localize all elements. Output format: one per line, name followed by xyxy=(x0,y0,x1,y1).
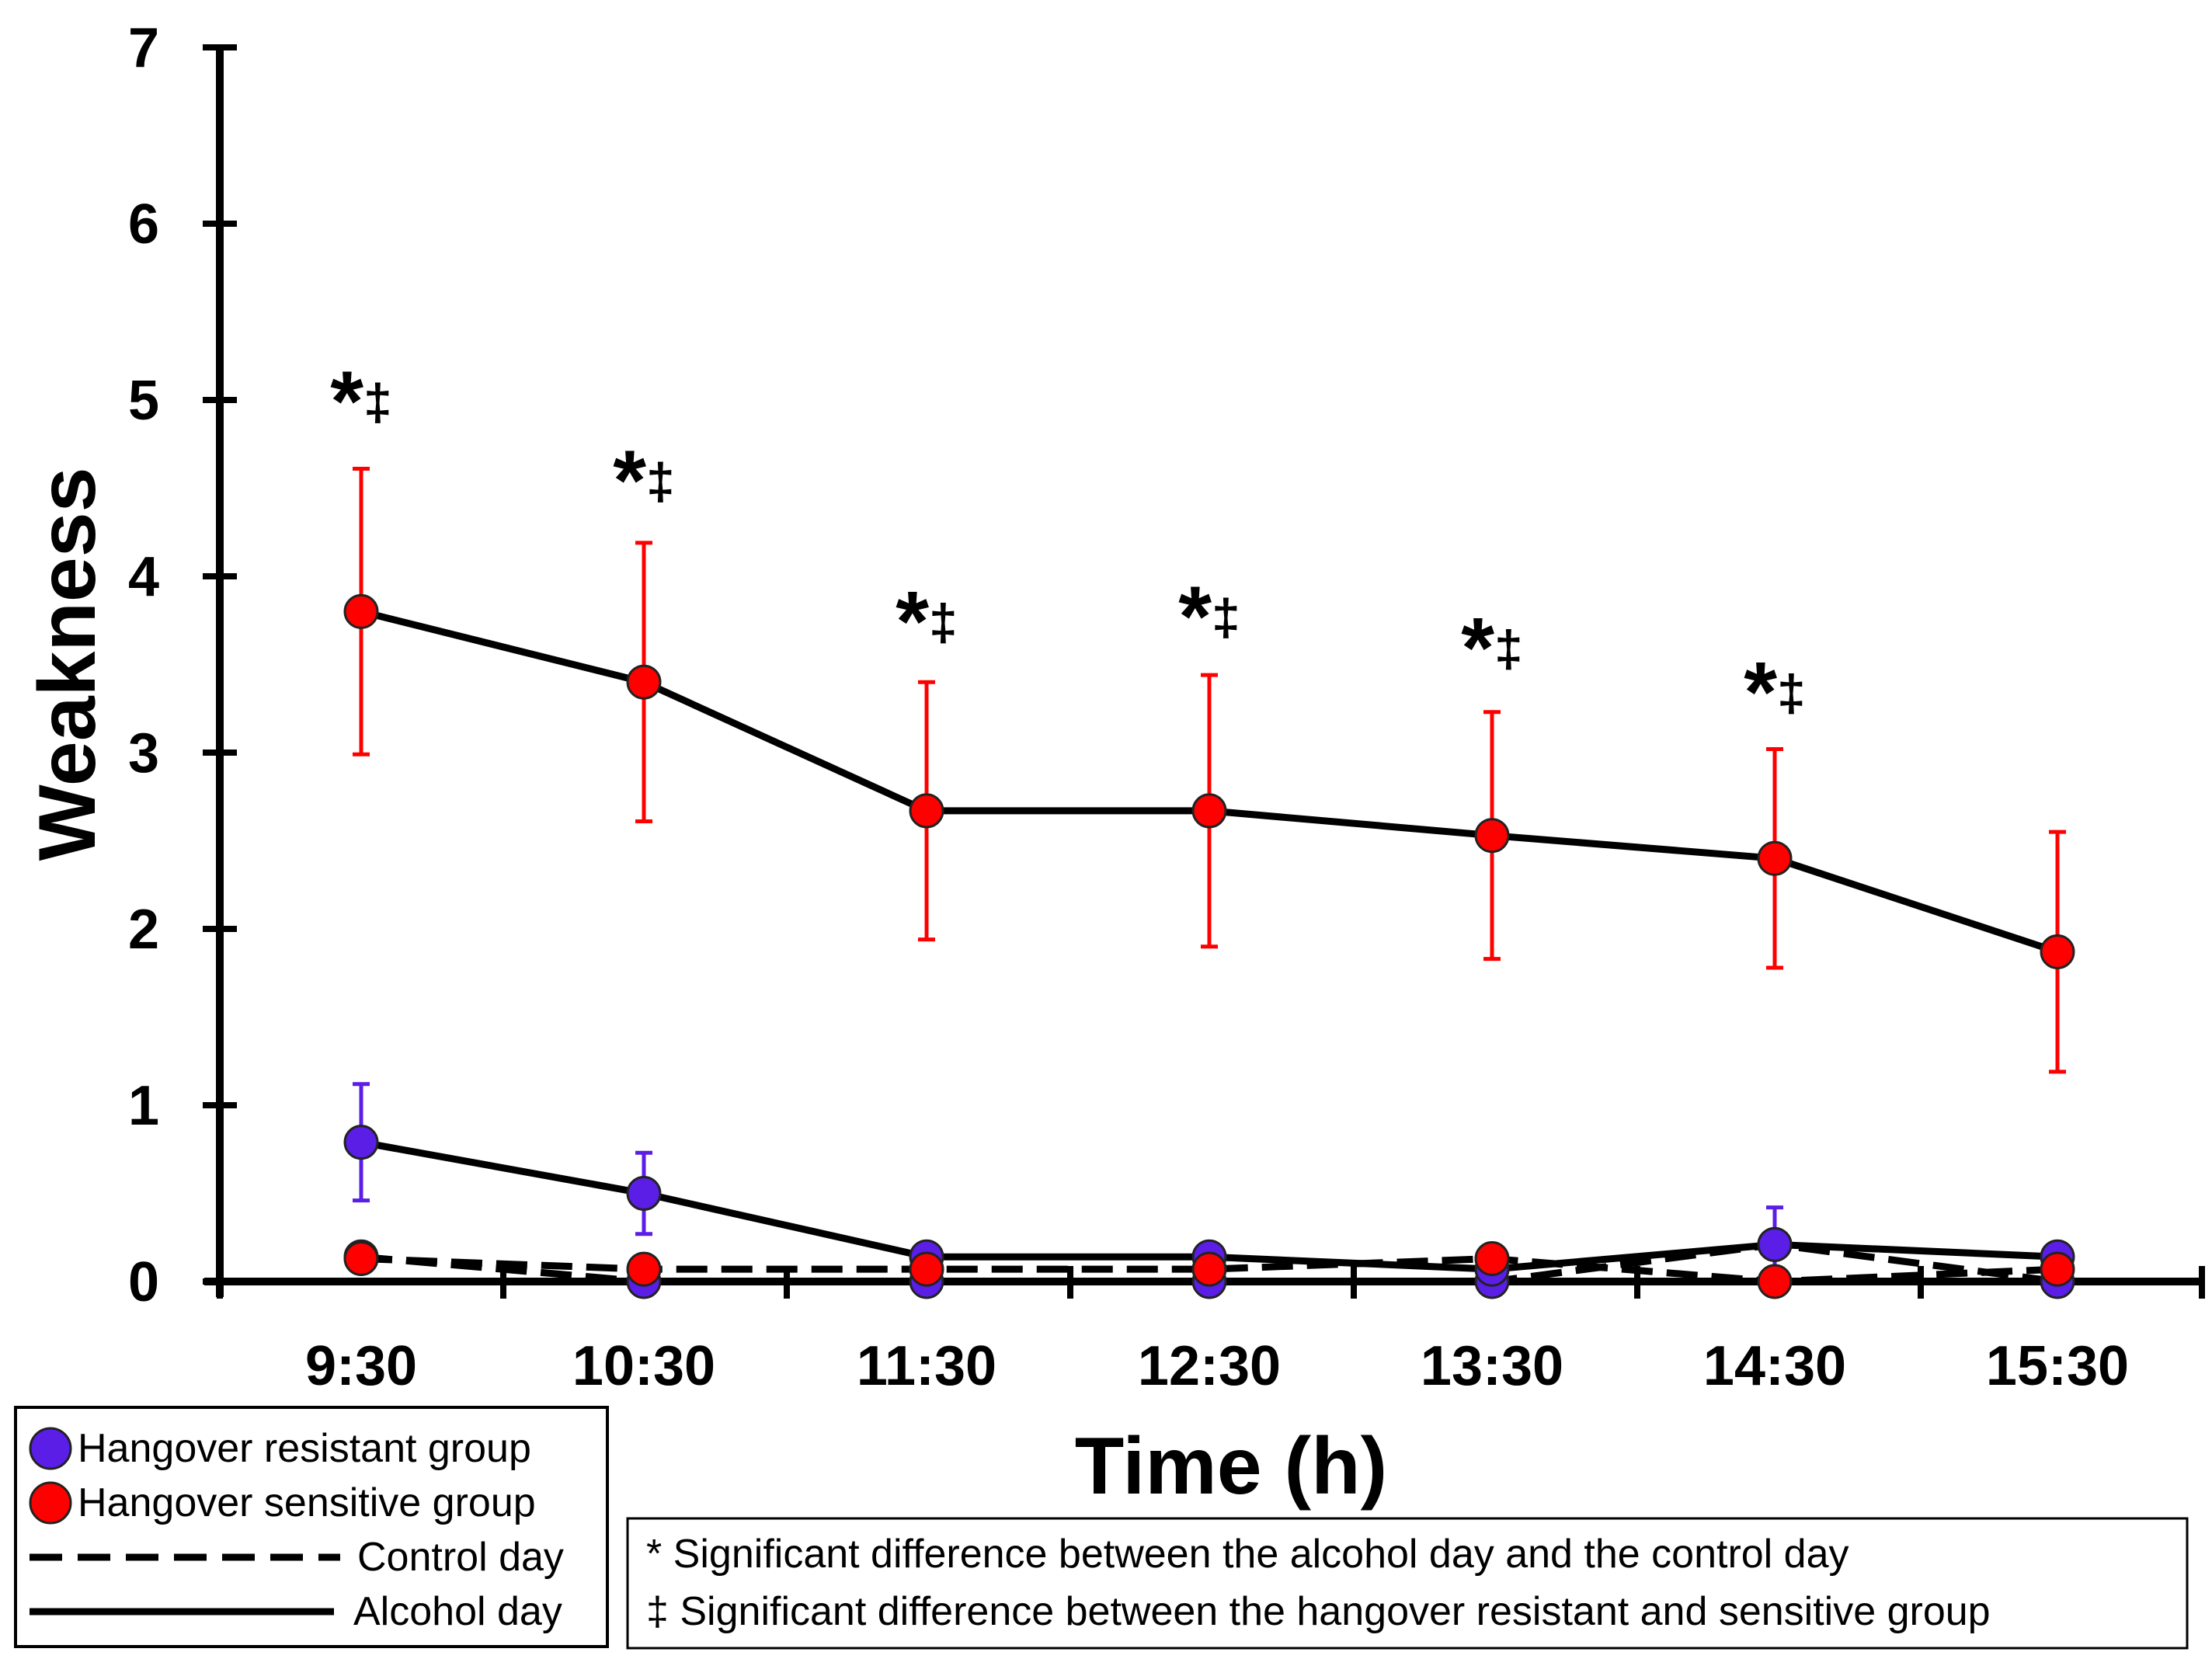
significance-marker: *‡ xyxy=(1178,569,1240,664)
legend-sensitive-marker xyxy=(29,1481,72,1525)
data-point-sensitive-control xyxy=(626,1251,662,1287)
significance-markers: *‡ *‡ *‡ *‡ *‡ *‡ xyxy=(330,353,1806,740)
y-axis-title: Weakness xyxy=(23,468,113,861)
data-point-sensitive-control xyxy=(909,1251,944,1287)
data-point-sensitive-alcohol xyxy=(2040,934,2075,970)
x-tick-label: 11:30 xyxy=(857,1335,996,1397)
legend-control-label: Control day xyxy=(357,1535,564,1580)
y-tick-label: 1 xyxy=(128,1075,159,1137)
axes: 0 1 2 3 4 5 6 7 9:30 10:30 11:30 12:30 13:30 14:30 15:… xyxy=(128,17,2205,1397)
y-tick-label: 3 xyxy=(128,722,159,784)
significance-marker: *‡ xyxy=(1461,600,1523,696)
x-tick-label: 13:30 xyxy=(1421,1335,1563,1397)
data-point-sensitive-control xyxy=(1474,1240,1510,1276)
legend-box xyxy=(14,1406,609,1648)
legend-sensitive-label: Hangover sensitive group xyxy=(78,1480,536,1525)
x-tick-label: 15:30 xyxy=(1986,1335,2129,1397)
data-point-sensitive-alcohol xyxy=(1757,840,1793,876)
data-point-sensitive-control xyxy=(2040,1251,2075,1287)
data-point-resistant-alcohol xyxy=(626,1176,662,1211)
data-point-sensitive-alcohol xyxy=(1191,793,1227,829)
data-point-resistant-alcohol xyxy=(343,1125,379,1160)
legend-resistant-label: Hangover resistant group xyxy=(78,1426,531,1471)
significance-marker: *‡ xyxy=(1744,645,1806,740)
data-point-sensitive-alcohol xyxy=(343,593,379,629)
legend-resistant-marker xyxy=(29,1427,72,1470)
y-tick-label: 7 xyxy=(128,17,159,79)
data-points xyxy=(343,593,2075,1299)
data-point-sensitive-control xyxy=(1191,1251,1227,1287)
y-tick-label: 2 xyxy=(128,899,159,961)
x-tick-label: 9:30 xyxy=(305,1335,417,1397)
data-point-sensitive-control xyxy=(343,1240,379,1276)
x-axis-title: Time (h) xyxy=(1075,1421,1388,1511)
x-tick-label: 10:30 xyxy=(572,1335,715,1397)
y-tick-label: 6 xyxy=(128,193,159,256)
significance-notes: * Significant difference between the alc… xyxy=(626,1517,2189,1650)
y-tick-label: 5 xyxy=(128,370,159,432)
legend-alcohol-label: Alcohol day xyxy=(353,1589,562,1634)
data-point-resistant-alcohol xyxy=(1757,1226,1793,1262)
data-point-sensitive-alcohol xyxy=(626,664,662,700)
notes-box xyxy=(626,1517,2189,1650)
significance-marker: *‡ xyxy=(330,353,392,449)
significance-marker: *‡ xyxy=(613,433,675,529)
y-tick-label: 0 xyxy=(128,1251,159,1313)
x-tick-label: 12:30 xyxy=(1138,1335,1281,1397)
x-tick-label: 14:30 xyxy=(1703,1335,1846,1397)
legend: Hangover resistant group Hangover sensit… xyxy=(14,1406,609,1648)
note-asterisk: * Significant difference between the alc… xyxy=(646,1532,1849,1577)
data-point-sensitive-control xyxy=(1757,1264,1793,1299)
note-double-dagger: ‡ Significant difference between the han… xyxy=(646,1589,1991,1634)
data-point-sensitive-alcohol xyxy=(1474,818,1510,854)
y-tick-label: 4 xyxy=(128,546,159,608)
data-point-sensitive-alcohol xyxy=(909,793,944,829)
significance-marker: *‡ xyxy=(896,574,958,670)
